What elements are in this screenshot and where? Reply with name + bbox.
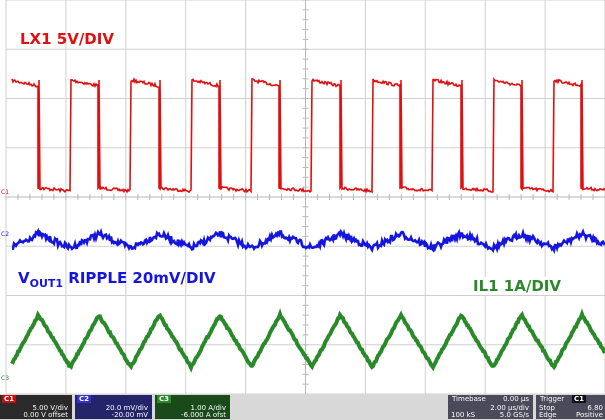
channel1-offset: 0.00 V offset [23,411,68,419]
trigger-slope: Positive [576,411,603,419]
trigger-mode: Stop [539,404,555,412]
channel3-scale: 1.00 A/div [190,404,227,412]
channel3-tag: C3 [157,395,172,403]
timebase-delay: 0.00 µs [503,395,529,403]
channel2-descriptor[interactable]: C2 20.0 mV/div -20.00 mV [75,395,152,419]
scope-screen: C1 C2 C3 [0,0,605,394]
vout-label-rest: RIPPLE 20mV/DIV [63,269,216,287]
c3-marker: C3 [1,375,9,382]
channel2-scale: 20.0 mV/div [105,404,148,412]
vout-ripple-trace [11,227,605,255]
c1-marker: C1 [1,189,9,196]
vout-label-sub: OUT1 [29,277,64,290]
lx1-switching-trace [11,76,605,194]
trigger-title: Trigger [540,395,565,403]
timebase-sample-rate: 5.0 GS/s [499,411,529,419]
status-bar: C1 5.00 V/div 0.00 V offset C2 20.0 mV/d… [0,394,605,420]
timebase-title: Timebase [452,395,486,403]
trigger-source-tag: C1 [572,395,587,403]
timebase-samples: 100 kS [451,411,476,419]
trigger-level: 6.80 [587,404,603,412]
trigger-descriptor[interactable]: Trigger C1 Stop 6.80 Edge Positive [536,395,605,419]
channel1-scale: 5.00 V/div [32,404,69,412]
channel3-offset: -6.000 A ofst [181,411,226,419]
timebase-rate: 2.00 µs/div [490,404,529,412]
vout-label-v: V [18,269,30,287]
il1-label: IL1 1A/DIV [471,277,563,295]
il1-current-trace [10,308,605,373]
channel2-offset: -20.00 mV [111,411,148,419]
vout-ripple-label: VOUT1 RIPPLE 20mV/DIV [18,269,216,290]
channel1-tag: C1 [2,395,17,403]
timebase-descriptor[interactable]: Timebase 0.00 µs 2.00 µs/div 100 kS 5.0 … [448,395,533,419]
lx1-label: LX1 5V/DIV [20,30,114,48]
c2-marker: C2 [1,231,9,238]
channel3-descriptor[interactable]: C3 1.00 A/div -6.000 A ofst [155,395,230,419]
channel2-tag: C2 [77,395,92,403]
channel1-descriptor[interactable]: C1 5.00 V/div 0.00 V offset [0,395,72,419]
trigger-type: Edge [539,411,557,419]
